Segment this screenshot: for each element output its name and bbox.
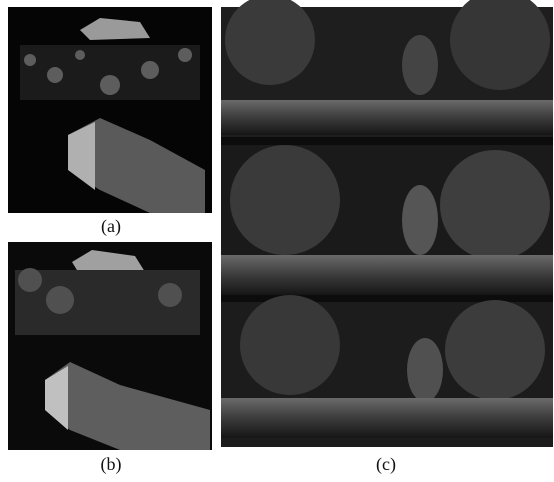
page: (a) (b) (c) (() => { co: [0, 0, 554, 477]
panel-c-image: [221, 0, 553, 447]
strip: [221, 145, 553, 295]
panel-label: (c): [376, 454, 396, 475]
panel-a-image: [8, 7, 212, 213]
panel-b-image: [8, 242, 212, 450]
figure: (a) (b) (c): [0, 0, 554, 477]
panel-label: (b): [101, 454, 122, 475]
strip: [221, 0, 553, 137]
panel-label: (a): [101, 216, 121, 237]
strip: [221, 295, 553, 447]
